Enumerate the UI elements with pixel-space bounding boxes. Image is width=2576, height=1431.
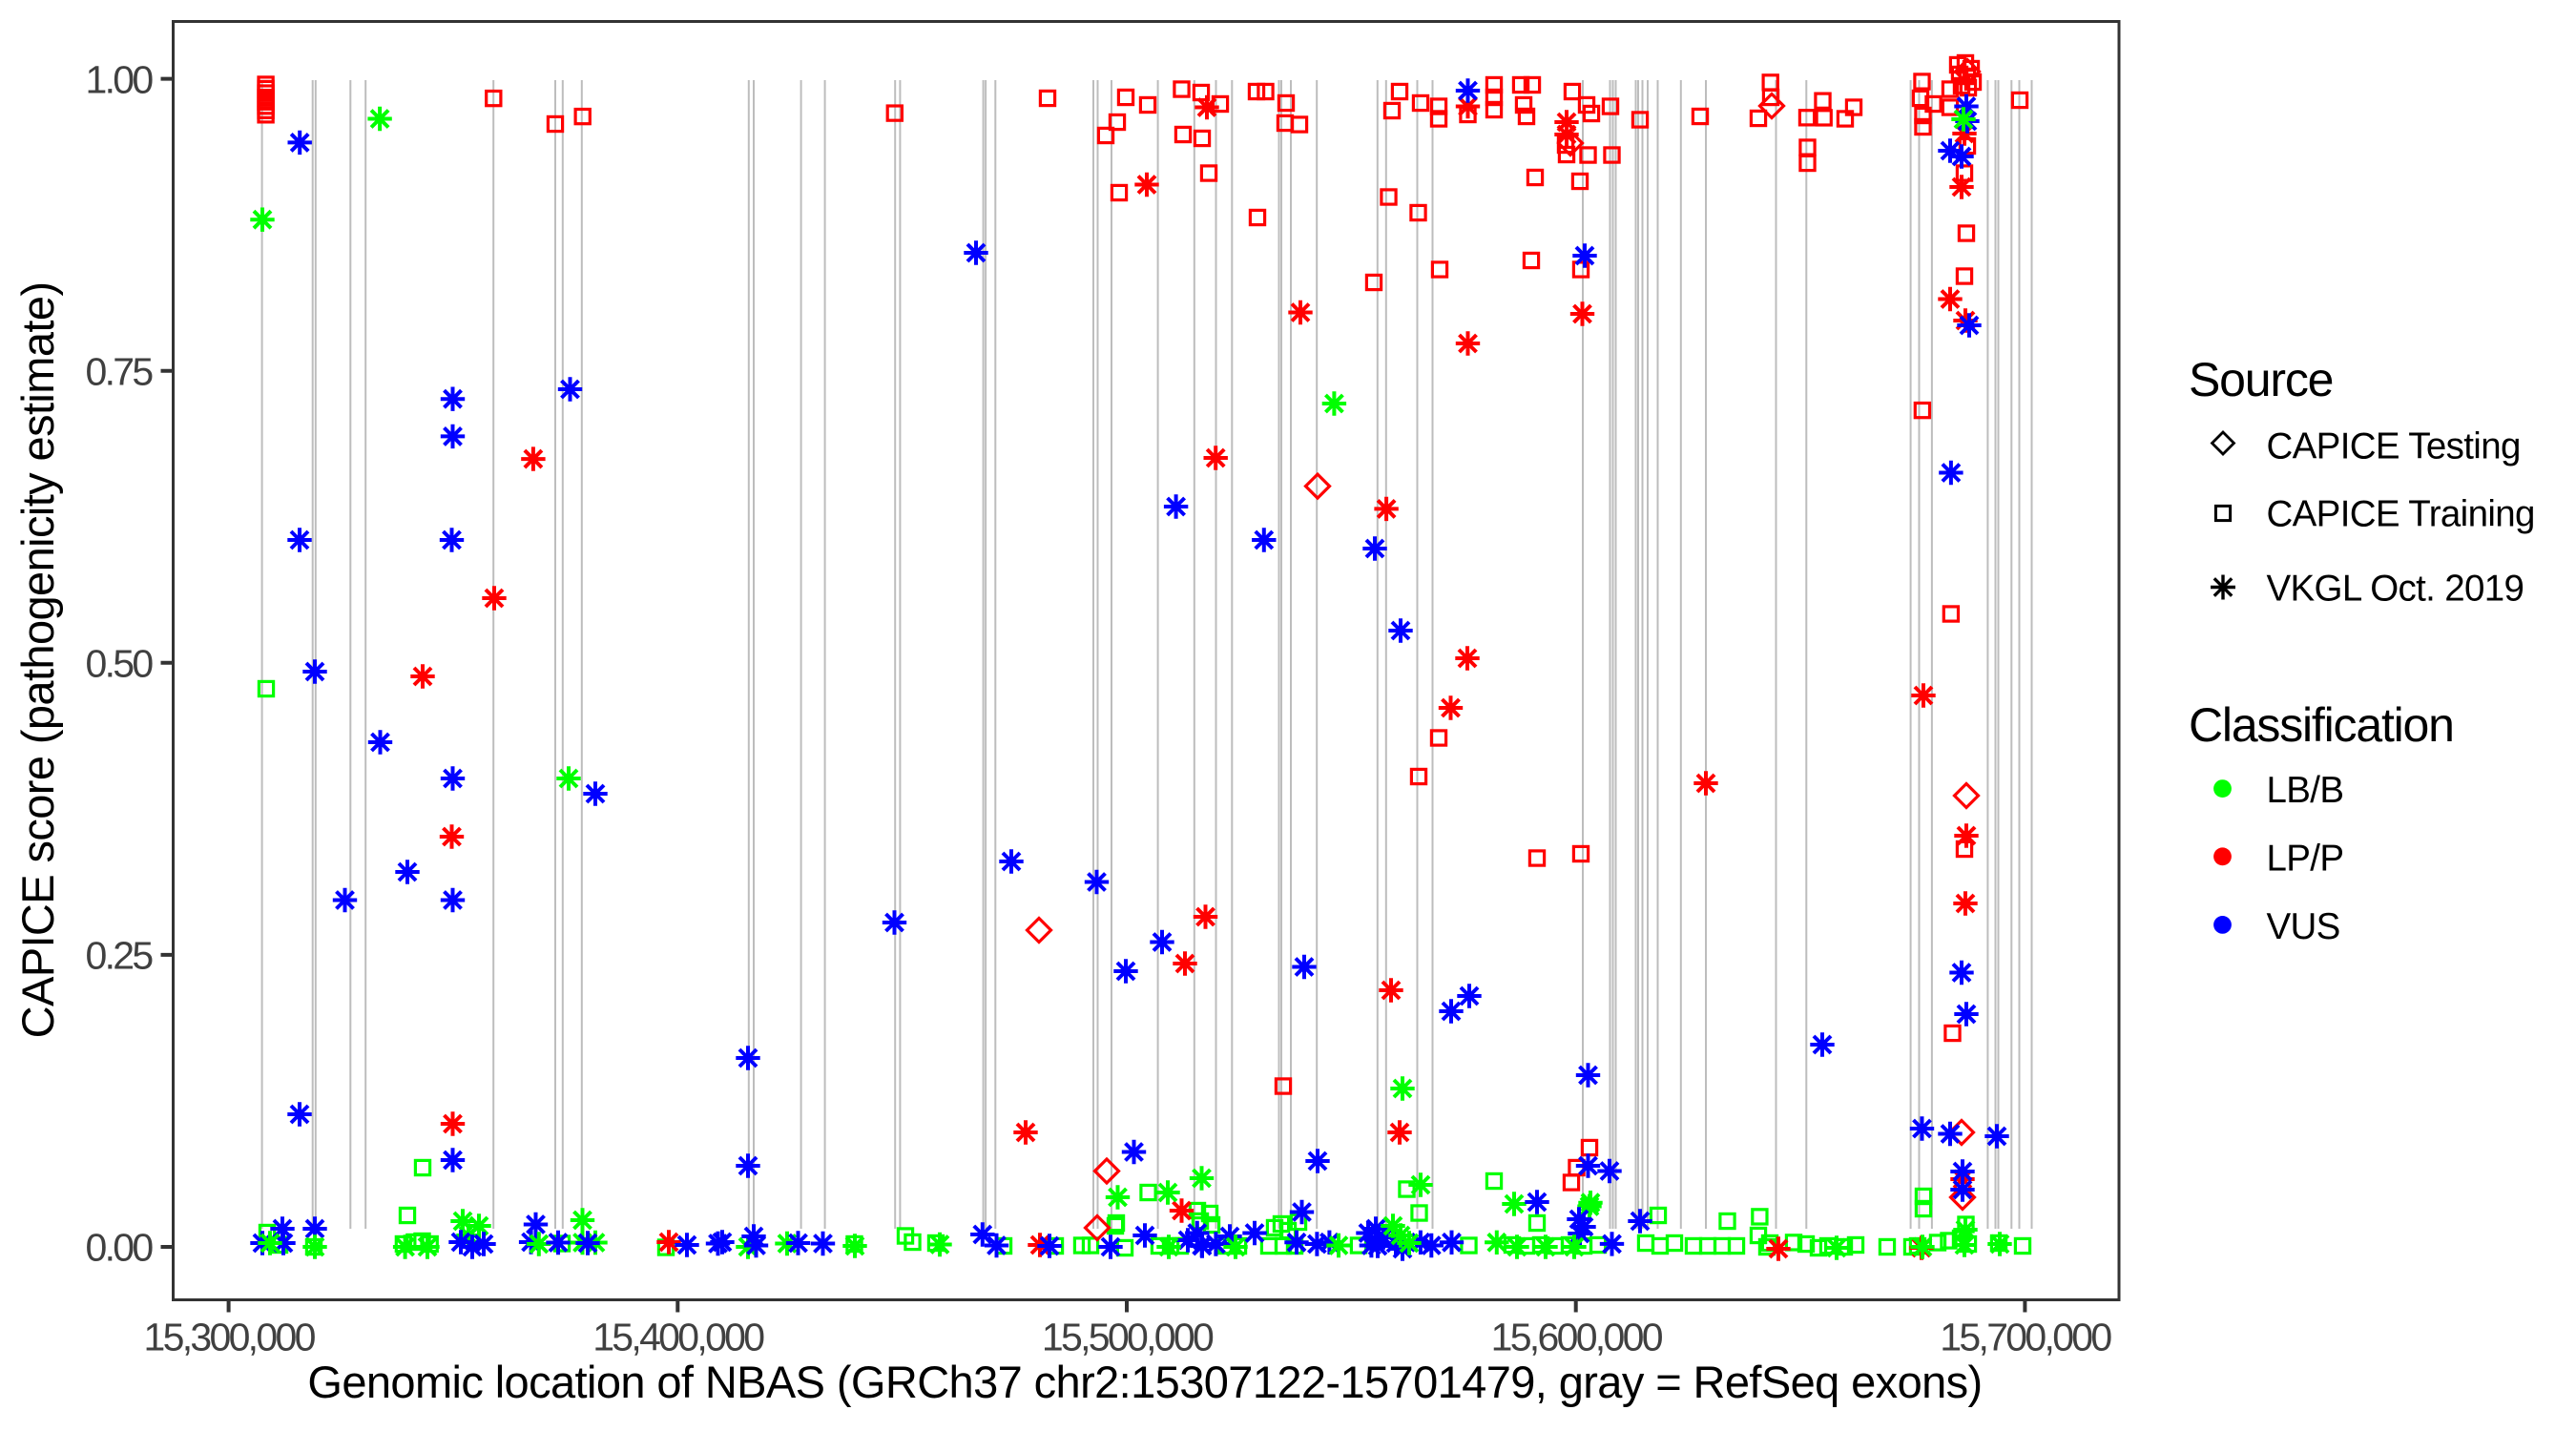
svg-text:1.00: 1.00 bbox=[86, 57, 154, 101]
svg-text:15,600,000: 15,600,000 bbox=[1491, 1316, 1663, 1359]
svg-text:Genomic location of NBAS (GRCh: Genomic location of NBAS (GRCh37 chr2:15… bbox=[307, 1357, 1982, 1407]
svg-text:LP/P: LP/P bbox=[2267, 839, 2344, 880]
svg-text:LB/B: LB/B bbox=[2267, 770, 2344, 811]
svg-text:VUS: VUS bbox=[2267, 906, 2340, 947]
svg-text:Source: Source bbox=[2189, 353, 2333, 406]
svg-text:15,500,000: 15,500,000 bbox=[1042, 1316, 1214, 1359]
svg-text:0.25: 0.25 bbox=[86, 934, 154, 978]
svg-text:15,400,000: 15,400,000 bbox=[592, 1316, 764, 1359]
svg-text:Classification: Classification bbox=[2189, 698, 2454, 752]
svg-text:0.50: 0.50 bbox=[86, 642, 154, 686]
svg-text:VKGL Oct. 2019: VKGL Oct. 2019 bbox=[2267, 569, 2524, 610]
svg-text:CAPICE Testing: CAPICE Testing bbox=[2267, 426, 2521, 467]
svg-text:15,700,000: 15,700,000 bbox=[1940, 1316, 2111, 1359]
svg-text:15,300,000: 15,300,000 bbox=[143, 1316, 315, 1359]
svg-text:0.75: 0.75 bbox=[86, 349, 154, 393]
svg-text:0.00: 0.00 bbox=[86, 1226, 154, 1270]
svg-text:CAPICE Training: CAPICE Training bbox=[2267, 494, 2535, 535]
svg-text:CAPICE score (pathogenicity es: CAPICE score (pathogenicity estimate) bbox=[12, 282, 63, 1039]
